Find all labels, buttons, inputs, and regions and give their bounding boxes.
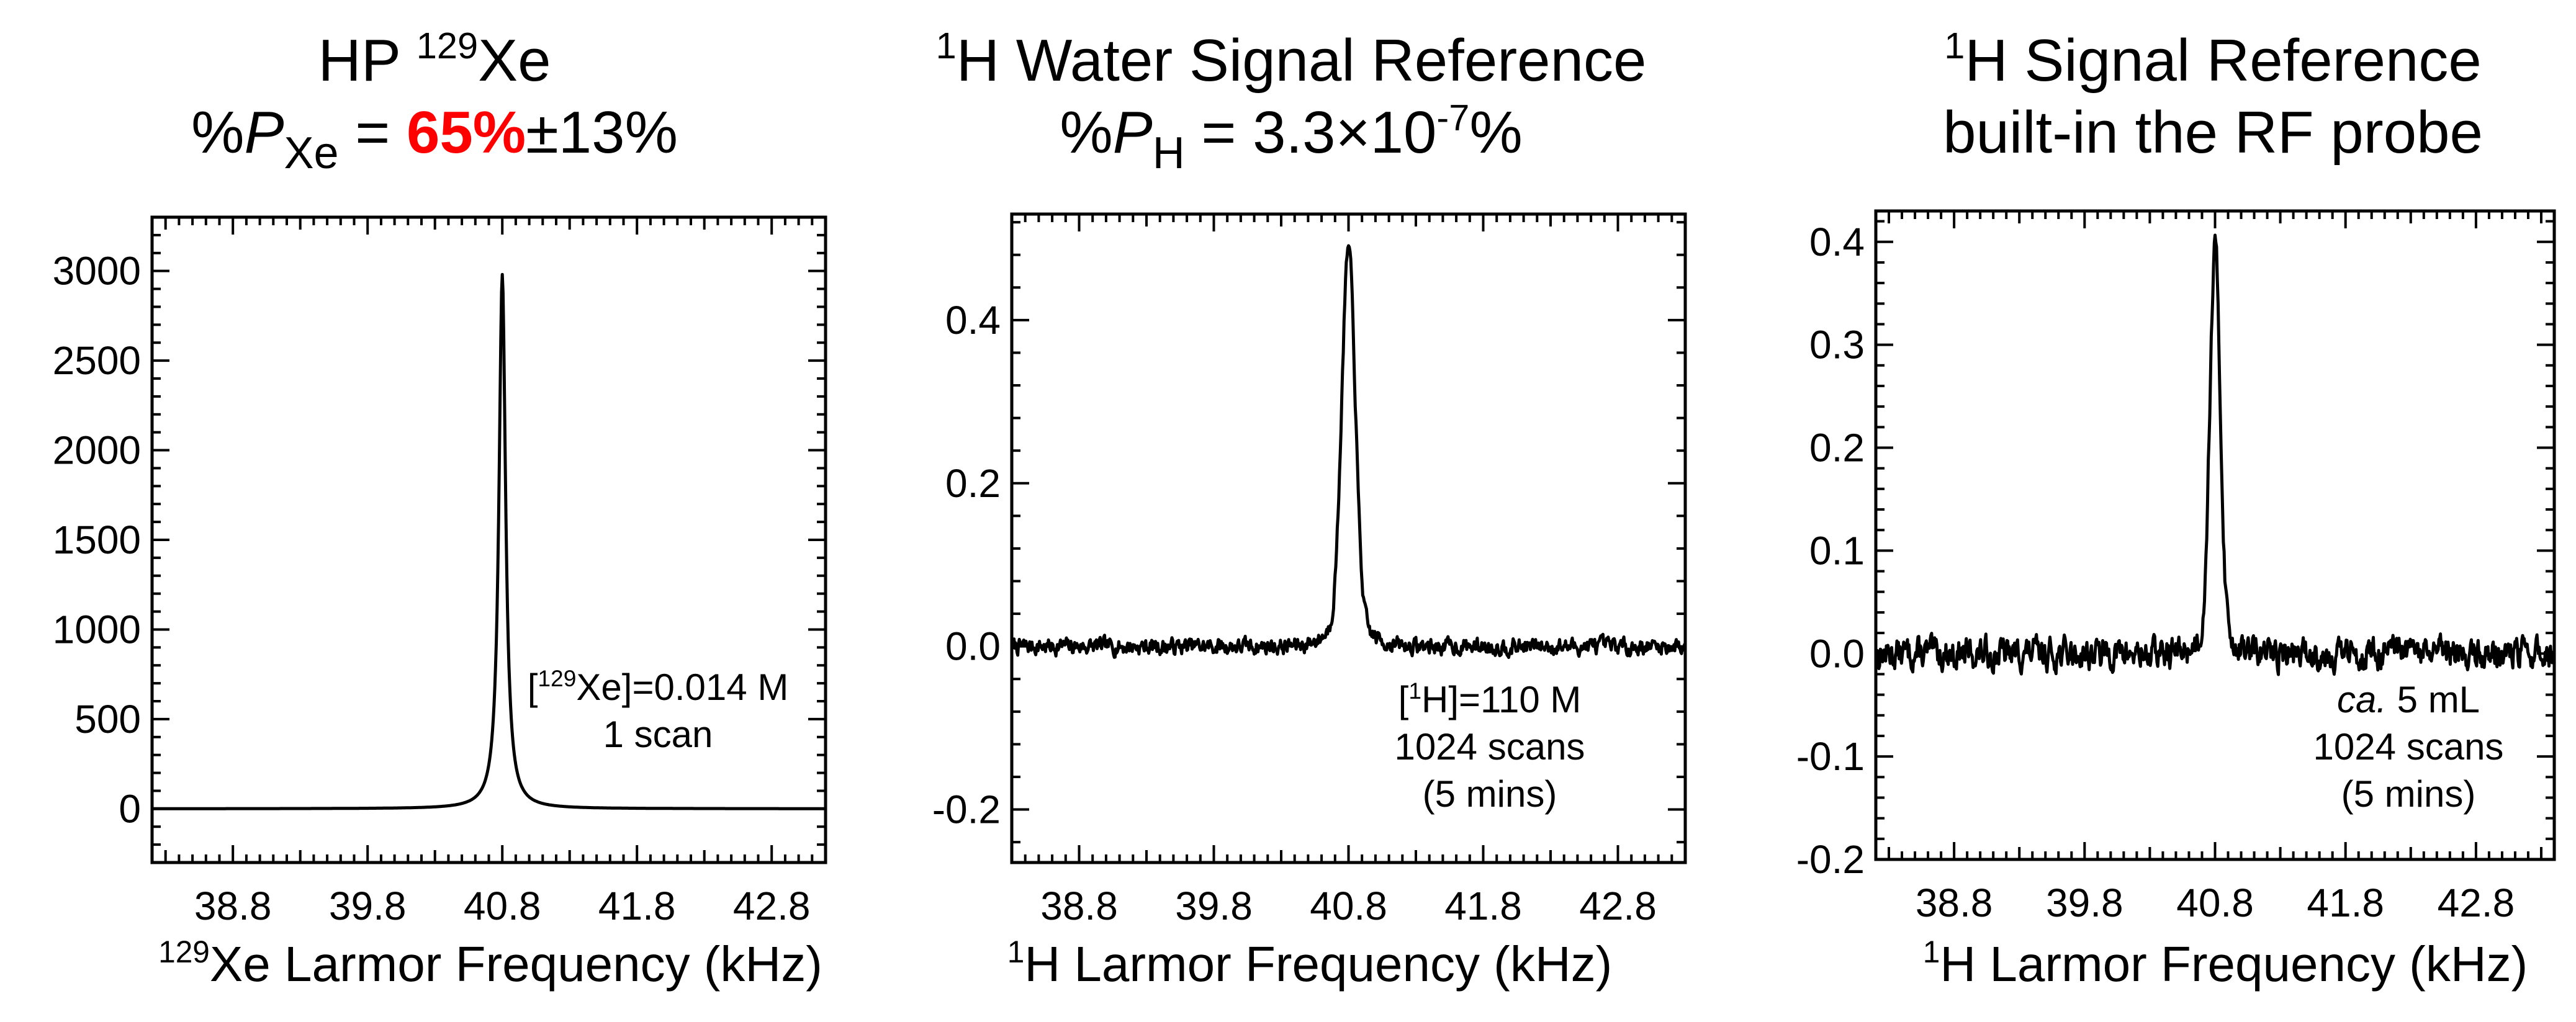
y-tick-label: 3000 bbox=[53, 249, 141, 294]
y-tick-label: 1000 bbox=[53, 607, 141, 652]
title-line-2: built-in the RF probe bbox=[1943, 99, 2483, 166]
x-tick-label: 42.8 bbox=[1579, 884, 1657, 928]
y-tick-label: 2000 bbox=[53, 428, 141, 473]
title-line-1: 1H Signal Reference bbox=[1944, 25, 2482, 94]
y-tick-label: 0.4 bbox=[1809, 220, 1865, 264]
title-line-2: %PXe = 65%±13% bbox=[191, 99, 678, 179]
x-axis-label: 129Xe Larmor Frequency (kHz) bbox=[158, 935, 822, 992]
y-tick-label: 0.0 bbox=[945, 624, 1001, 669]
panel-xe: HP 129Xe %PXe = 65%±13% 38.8 39.8 40.8 41.8… bbox=[0, 0, 857, 1022]
y-tick-label: -0.2 bbox=[1796, 837, 1865, 882]
y-tick-label: 0.1 bbox=[1809, 528, 1865, 573]
x-tick-label: 38.8 bbox=[194, 884, 272, 928]
title-line-1: 1H Water Signal Reference bbox=[935, 25, 1647, 94]
panel-water: 1H Water Signal Reference %PH = 3.3×10-7… bbox=[857, 0, 1726, 1022]
x-tick-label: 39.8 bbox=[1175, 884, 1253, 928]
plot-annotation: [1H]=110 M 1024 scans (5 mins) bbox=[1394, 677, 1585, 815]
panel-probe: 1H Signal Reference built-in the RF prob… bbox=[1726, 0, 2576, 1022]
panel-title: 1H Signal Reference built-in the RF prob… bbox=[1875, 25, 2551, 169]
spectrum-line bbox=[1010, 244, 1687, 659]
y-tick-label: 0.0 bbox=[1809, 631, 1865, 676]
x-tick-label: 40.8 bbox=[2176, 881, 2254, 925]
x-tick-label: 38.8 bbox=[1916, 881, 1993, 925]
title-line-1: HP 129Xe bbox=[318, 25, 551, 94]
y-tick-label: 0 bbox=[119, 786, 141, 831]
x-tick-label: 42.8 bbox=[733, 884, 811, 928]
panel-title: HP 129Xe %PXe = 65%±13% bbox=[37, 25, 832, 179]
y-tick-label: -0.2 bbox=[932, 787, 1001, 832]
polarization-value: 65% bbox=[406, 99, 526, 166]
x-axis-label: 1H Larmor Frequency (kHz) bbox=[1922, 935, 2528, 992]
x-tick-label: 41.8 bbox=[2307, 881, 2384, 925]
x-tick-label: 41.8 bbox=[598, 884, 676, 928]
y-tick-label: 1500 bbox=[53, 518, 141, 562]
y-tick-label: 0.3 bbox=[1809, 323, 1865, 367]
title-line-2: %PH = 3.3×10-7% bbox=[1060, 97, 1523, 179]
xe-spectrum-plot: 38.8 39.8 40.8 41.8 42.8 0 500 1000 1500 2000 2500… bbox=[53, 215, 827, 928]
probe-spectrum-plot: 38.8 39.8 40.8 41.8 42.8 -0.2 -0.1 0.0 0.1 0.2 0.3… bbox=[1796, 209, 2556, 925]
y-tick-label: 2500 bbox=[53, 338, 141, 383]
y-tick-label: 500 bbox=[74, 697, 141, 742]
x-tick-label: 40.8 bbox=[1310, 884, 1387, 928]
y-tick-label: 0.2 bbox=[1809, 426, 1865, 470]
x-tick-label: 40.8 bbox=[464, 884, 541, 928]
spectrum-line bbox=[1874, 233, 2556, 676]
panel-title: 1H Water Signal Reference %PH = 3.3×10-7… bbox=[906, 25, 1676, 179]
y-tick-label: 0.4 bbox=[945, 298, 1001, 343]
x-tick-label: 39.8 bbox=[2046, 881, 2123, 925]
x-tick-label: 42.8 bbox=[2438, 881, 2515, 925]
y-tick-label: 0.2 bbox=[945, 461, 1001, 506]
y-tick-label: -0.1 bbox=[1796, 734, 1865, 779]
plot-annotation: ca. 5 mL 1024 scans (5 mins) bbox=[2313, 679, 2504, 815]
x-tick-label: 41.8 bbox=[1444, 884, 1522, 928]
x-axis-label: 1H Larmor Frequency (kHz) bbox=[1007, 935, 1613, 992]
spectrum-line bbox=[151, 272, 827, 810]
x-tick-label: 39.8 bbox=[329, 884, 407, 928]
water-spectrum-plot: 38.8 39.8 40.8 41.8 42.8 -0.2 0.0 0.2 0.4 bbox=[932, 212, 1687, 928]
plot-annotation: [129Xe]=0.014 M 1 scan bbox=[527, 665, 789, 755]
x-tick-label: 38.8 bbox=[1040, 884, 1118, 928]
